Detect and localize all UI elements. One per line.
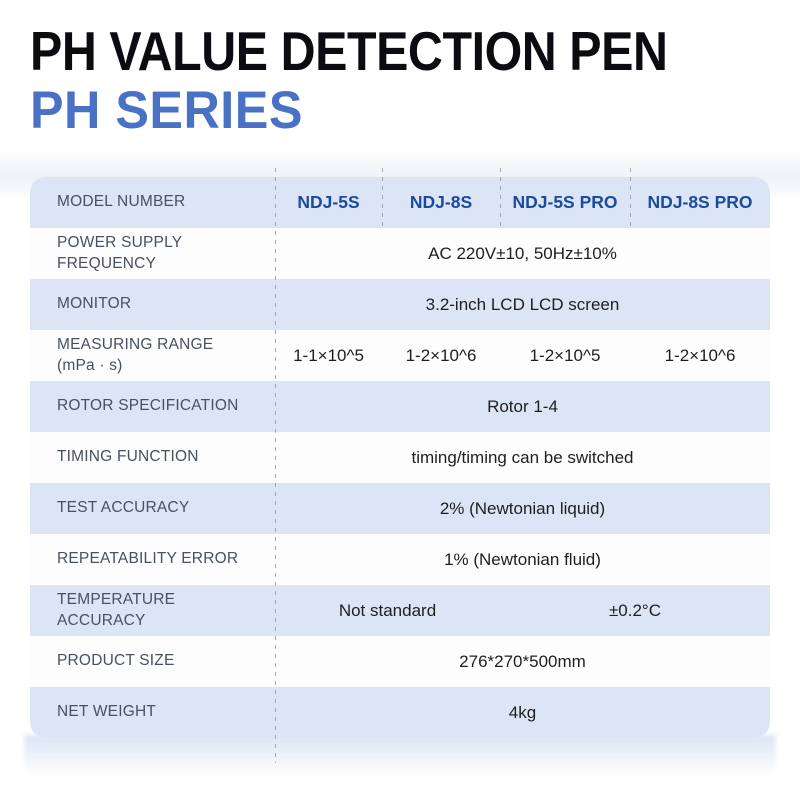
row-label-line1: REPEATABILITY ERROR	[57, 550, 239, 568]
row-label: MONITOR	[30, 279, 275, 330]
spec-table: MODEL NUMBER NDJ-5S NDJ-8S NDJ-5S PRO ND…	[30, 168, 770, 763]
header-label-model-number: MODEL NUMBER	[30, 177, 275, 228]
row-label-line1: ROTOR SPECIFICATION	[57, 397, 239, 415]
table-row-repeatability-error: REPEATABILITY ERROR 1% (Newtonian fluid)	[30, 534, 770, 585]
row-value: 3.2-inch LCD LCD screen	[425, 294, 620, 314]
row-label-line2: ACCURACY	[57, 611, 146, 629]
column-divider-4	[630, 168, 631, 228]
column-divider-3	[500, 168, 501, 228]
column-divider-2	[382, 168, 383, 228]
model-name-ndj-8s: NDJ-8S	[409, 192, 473, 212]
page-title-text: PH VALUE DETECTION PEN	[30, 20, 668, 82]
model-name-ndj-5s-pro: NDJ-5S PRO	[512, 192, 618, 212]
row-label-line2: FREQUENCY	[57, 254, 157, 272]
table-row-net-weight: NET WEIGHT 4kg	[30, 687, 770, 738]
row-label: MEASURING RANGE (mPa · s)	[30, 330, 275, 381]
row-label: TIMING FUNCTION	[30, 432, 275, 483]
row-label-line1: MONITOR	[57, 295, 132, 313]
model-name-ndj-5s: NDJ-5S	[297, 192, 360, 212]
spec-table-rows: MODEL NUMBER NDJ-5S NDJ-8S NDJ-5S PRO ND…	[30, 177, 770, 738]
row-value: Rotor 1-4	[487, 396, 558, 416]
model-name-ndj-8s-pro: NDJ-8S PRO	[647, 192, 753, 212]
table-row-timing-function: TIMING FUNCTION timing/timing can be swi…	[30, 432, 770, 483]
table-header-row: MODEL NUMBER NDJ-5S NDJ-8S NDJ-5S PRO ND…	[30, 177, 770, 228]
row-value-ndj-5s-pro: 1-2×10^5	[529, 345, 601, 365]
row-value: 2% (Newtonian liquid)	[439, 498, 606, 518]
row-label-line1: MEASURING RANGE	[57, 336, 214, 354]
row-label: TEMPERATURE ACCURACY	[30, 585, 275, 636]
row-label-line1: TEMPERATURE	[57, 591, 176, 609]
header-label-text: MODEL NUMBER	[57, 193, 186, 211]
row-label-line1: NET WEIGHT	[57, 703, 157, 721]
table-row-measuring-range: MEASURING RANGE (mPa · s) 1-1×10^5 1-2×10…	[30, 330, 770, 381]
row-label: REPEATABILITY ERROR	[30, 534, 275, 585]
row-value: timing/timing can be switched	[411, 447, 634, 467]
page-subtitle-text: PH SERIES	[30, 81, 303, 140]
row-value: 1% (Newtonian fluid)	[444, 549, 601, 569]
table-row-monitor: MONITOR 3.2-inch LCD LCD screen	[30, 279, 770, 330]
row-label: NET WEIGHT	[30, 687, 275, 738]
row-value-ndj-8s: 1-2×10^6	[405, 345, 477, 365]
row-label-line1: PRODUCT SIZE	[57, 652, 175, 670]
row-value: AC 220V±10, 50Hz±10%	[428, 243, 617, 263]
row-value: 276*270*500mm	[459, 651, 586, 671]
column-divider-1	[275, 168, 276, 763]
row-label-line2: (mPa · s)	[57, 356, 123, 374]
table-row-temperature-accuracy: TEMPERATURE ACCURACY Not standard ±0.2°C	[30, 585, 770, 636]
row-label: PRODUCT SIZE	[30, 636, 275, 687]
row-value-left: Not standard	[338, 600, 437, 620]
row-value-ndj-5s: 1-1×10^5	[293, 345, 364, 365]
row-value-ndj-8s-pro: 1-2×10^6	[664, 345, 736, 365]
row-label: POWER SUPPLY FREQUENCY	[30, 228, 275, 279]
page-title: PH VALUE DETECTION PEN	[30, 24, 754, 79]
row-value-right: ±0.2°C	[608, 600, 662, 620]
row-label-line1: TIMING FUNCTION	[57, 448, 199, 466]
row-label-line1: TEST ACCURACY	[57, 499, 190, 517]
page-subtitle: PH SERIES	[30, 84, 317, 137]
row-label: TEST ACCURACY	[30, 483, 275, 534]
table-row-product-size: PRODUCT SIZE 276*270*500mm	[30, 636, 770, 687]
row-label-line1: POWER SUPPLY	[57, 234, 183, 252]
row-label: ROTOR SPECIFICATION	[30, 381, 275, 432]
table-shadow-glow	[24, 735, 776, 783]
table-row-rotor-specification: ROTOR SPECIFICATION Rotor 1-4	[30, 381, 770, 432]
table-row-test-accuracy: TEST ACCURACY 2% (Newtonian liquid)	[30, 483, 770, 534]
table-row-power-supply: POWER SUPPLY FREQUENCY AC 220V±10, 50Hz±1…	[30, 228, 770, 279]
row-value: 4kg	[508, 702, 537, 722]
